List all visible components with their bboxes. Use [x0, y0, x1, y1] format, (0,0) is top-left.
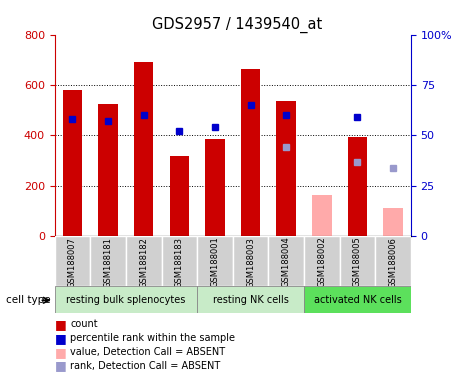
Bar — [312, 195, 332, 236]
Text: resting NK cells: resting NK cells — [213, 295, 288, 305]
Bar — [197, 236, 233, 286]
Bar — [63, 90, 82, 236]
Text: ■: ■ — [55, 346, 66, 359]
Bar — [162, 236, 197, 286]
Bar — [55, 286, 197, 313]
Text: GDS2957 / 1439540_at: GDS2957 / 1439540_at — [152, 17, 323, 33]
Bar — [340, 236, 375, 286]
Text: GSM188006: GSM188006 — [389, 237, 398, 288]
Text: cell type: cell type — [6, 295, 51, 305]
Text: GSM188004: GSM188004 — [282, 237, 291, 288]
Bar — [205, 139, 225, 236]
Text: ■: ■ — [55, 359, 66, 372]
Bar — [375, 236, 411, 286]
Text: GSM188182: GSM188182 — [139, 237, 148, 288]
Text: value, Detection Call = ABSENT: value, Detection Call = ABSENT — [70, 347, 226, 357]
Bar — [383, 209, 403, 236]
Text: percentile rank within the sample: percentile rank within the sample — [70, 333, 235, 343]
Bar — [348, 137, 367, 236]
Text: rank, Detection Call = ABSENT: rank, Detection Call = ABSENT — [70, 361, 220, 371]
Bar — [241, 69, 260, 236]
Text: GSM188001: GSM188001 — [210, 237, 219, 288]
Bar — [268, 236, 304, 286]
Text: GSM188002: GSM188002 — [317, 237, 326, 288]
Bar — [98, 104, 118, 236]
Text: GSM188003: GSM188003 — [246, 237, 255, 288]
Text: ■: ■ — [55, 332, 66, 345]
Text: resting bulk splenocytes: resting bulk splenocytes — [66, 295, 186, 305]
Bar — [233, 236, 268, 286]
Text: GSM188005: GSM188005 — [353, 237, 362, 288]
Bar — [55, 236, 90, 286]
Text: GSM188183: GSM188183 — [175, 237, 184, 288]
Bar — [304, 286, 411, 313]
Text: activated NK cells: activated NK cells — [314, 295, 401, 305]
Bar — [170, 156, 189, 236]
Bar — [90, 236, 126, 286]
Text: count: count — [70, 319, 98, 329]
Bar — [134, 62, 153, 236]
Text: ■: ■ — [55, 318, 66, 331]
Bar — [197, 286, 304, 313]
Text: GSM188007: GSM188007 — [68, 237, 77, 288]
Bar — [126, 236, 162, 286]
Bar — [276, 101, 296, 236]
Bar — [304, 236, 340, 286]
Text: GSM188181: GSM188181 — [104, 237, 113, 288]
